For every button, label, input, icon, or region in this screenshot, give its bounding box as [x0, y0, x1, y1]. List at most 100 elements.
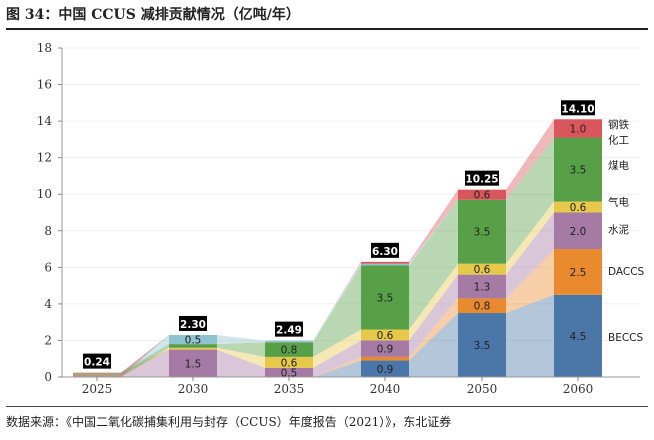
total-label: 0.24 — [84, 357, 110, 369]
total-box — [371, 242, 399, 258]
area-水泥 — [506, 212, 554, 299]
segment-label: 1.0 — [570, 123, 587, 135]
legend-label: 气电 — [608, 196, 629, 209]
total-box — [561, 100, 595, 116]
segment-label: 3.5 — [474, 227, 491, 239]
y-tick-label: 2 — [44, 333, 52, 347]
area-化工 — [409, 199, 458, 266]
bar-segment — [265, 340, 313, 343]
segment-label: 2.5 — [570, 267, 587, 279]
x-tick-label: 2040 — [370, 382, 401, 396]
segment-label: 3.5 — [377, 292, 394, 304]
segment-label: 2.0 — [570, 226, 587, 238]
y-tick-label: 16 — [37, 78, 52, 92]
x-tick-label: 2030 — [178, 382, 209, 396]
legend-label: 钢铁 — [608, 118, 629, 131]
bar-segment — [361, 263, 409, 266]
legend-label: DACCS — [608, 266, 645, 278]
bar-segment — [73, 372, 121, 377]
segment-label: 0.5 — [185, 335, 202, 347]
bar-segment — [458, 274, 506, 299]
bar-segment — [554, 119, 602, 138]
area-DACCS — [409, 298, 458, 361]
total-label: 14.10 — [561, 103, 594, 115]
segment-label: 1.5 — [185, 358, 202, 370]
x-tick-label: 2035 — [274, 382, 305, 396]
segment-label: 3.5 — [570, 165, 587, 177]
x-tick-label: 2025 — [82, 382, 113, 396]
grid — [62, 47, 640, 341]
bottom-rule — [6, 406, 648, 407]
area-煤电 — [313, 265, 361, 357]
segment-label: 0.8 — [281, 345, 298, 357]
bar-segment — [458, 189, 506, 200]
total-box — [83, 353, 111, 369]
segment-label: 0.6 — [474, 190, 491, 202]
y-tick-label: 10 — [37, 187, 52, 201]
legend-label: 煤电 — [608, 159, 629, 172]
bar-segment — [265, 342, 313, 357]
bar-segment — [458, 313, 506, 377]
legend-label: BECCS — [608, 332, 644, 344]
area-BECCS — [313, 360, 361, 377]
area-fills — [121, 119, 554, 377]
segment-label: 0.9 — [377, 364, 394, 376]
bar-segment — [554, 212, 602, 250]
y-tick-label: 6 — [44, 260, 52, 274]
segment-label: 0.5 — [281, 367, 298, 379]
bar-segment — [554, 294, 602, 377]
bar-segment — [361, 261, 409, 264]
segment-label: 0.8 — [474, 301, 491, 313]
area-煤电 — [506, 137, 554, 264]
bar-segment — [265, 356, 313, 368]
area-化工 — [121, 334, 169, 377]
segment-label: 4.5 — [570, 331, 587, 343]
area-水泥 — [121, 349, 169, 377]
total-box — [465, 170, 499, 186]
bar-segment — [554, 249, 602, 295]
bar-segment — [361, 356, 409, 361]
segment-label: 0.6 — [474, 264, 491, 276]
area-钢铁 — [313, 261, 361, 341]
x-tick-label: 2050 — [467, 382, 498, 396]
y-tick-label: 14 — [37, 114, 53, 128]
chart-title: 图 34：中国 CCUS 减排贡献情况（亿吨/年） — [6, 7, 300, 23]
area-气电 — [121, 347, 169, 377]
y-tick-label: 8 — [44, 224, 52, 238]
area-煤电 — [121, 344, 169, 377]
bar-segment — [169, 334, 217, 345]
area-水泥 — [217, 349, 265, 377]
bar-segment — [458, 263, 506, 275]
total-labels: 0.24 2.30 2.49 6.30 10.25 14.10 — [83, 100, 595, 369]
segment-label: 0.6 — [281, 357, 298, 369]
segment-label: 0.6 — [377, 330, 394, 342]
area-化工 — [313, 263, 361, 343]
source-note: 数据来源：《中国二氧化碳捕集利用与封存（CCUS）年度报告（2021）》，东北证… — [6, 415, 452, 429]
segment-label: 1.3 — [474, 282, 491, 294]
area-钢铁 — [506, 119, 554, 200]
bar-segment — [361, 360, 409, 377]
area-气电 — [409, 263, 458, 341]
area-煤电 — [409, 199, 458, 330]
area-化工 — [217, 334, 265, 345]
y-tick-label: 4 — [44, 297, 52, 311]
area-钢铁 — [409, 189, 458, 264]
bars — [73, 119, 602, 377]
bar-segment — [169, 347, 217, 350]
total-label: 2.49 — [276, 325, 302, 337]
legend-label: 化工 — [608, 133, 629, 146]
y-tick-label: 12 — [37, 151, 52, 165]
bar-segment — [169, 349, 217, 377]
area-DACCS — [506, 249, 554, 314]
area-煤电 — [217, 342, 265, 357]
total-box — [179, 315, 207, 331]
area-水泥 — [313, 340, 361, 377]
total-label: 6.30 — [372, 246, 398, 258]
bar-segment — [361, 329, 409, 341]
total-label: 10.25 — [465, 174, 498, 186]
segment-label: 3.5 — [474, 340, 491, 352]
area-DACCS — [313, 356, 361, 377]
area-BECCS — [409, 313, 458, 377]
x-tick-label: 2060 — [563, 382, 594, 396]
